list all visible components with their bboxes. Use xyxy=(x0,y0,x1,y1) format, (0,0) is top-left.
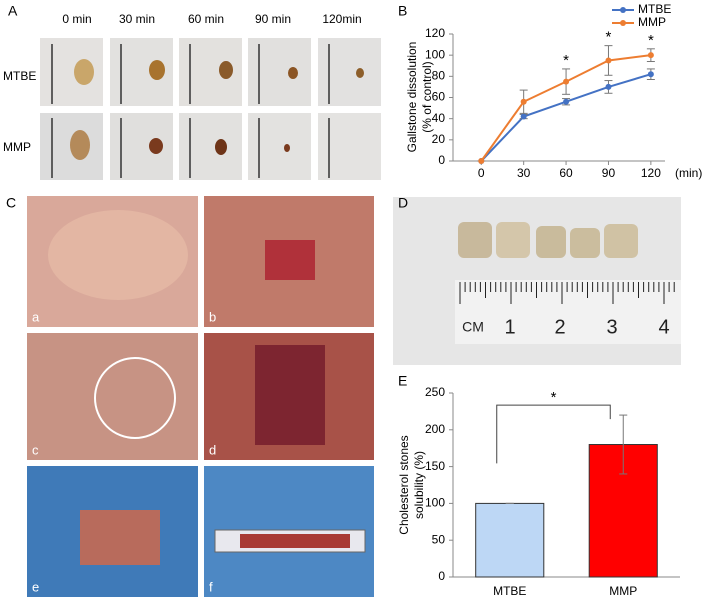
point xyxy=(605,57,612,64)
point xyxy=(520,113,527,120)
y-tick-label: 200 xyxy=(425,422,445,436)
photo-label: d xyxy=(209,442,216,457)
y-tick-label: 50 xyxy=(432,532,446,546)
panel-label: C xyxy=(6,195,16,211)
column-label: 90 min xyxy=(255,12,291,26)
point xyxy=(563,98,570,105)
error-bar xyxy=(619,414,628,475)
y-axis-label: Gallstone dissolution xyxy=(405,42,419,153)
y-tick-label: 250 xyxy=(425,385,445,399)
point xyxy=(647,71,654,78)
point xyxy=(605,83,612,90)
x-tick-label: 90 xyxy=(602,166,616,180)
panel-a-photos xyxy=(40,38,381,180)
x-axis-label: (min) xyxy=(675,166,702,180)
legend-label: MTBE xyxy=(638,2,671,16)
x-tick-label: 0 xyxy=(478,166,485,180)
y-tick-label: 150 xyxy=(425,459,445,473)
row-label: MTBE xyxy=(3,69,36,83)
photo-label: f xyxy=(209,579,213,594)
panel-label: D xyxy=(398,195,408,211)
y-axis-label: Cholesterol stones xyxy=(397,435,411,534)
y-tick-label: 40 xyxy=(432,111,446,125)
legend-marker xyxy=(620,20,626,26)
y-tick-label: 100 xyxy=(425,47,445,61)
y-tick-label: 0 xyxy=(438,153,445,167)
y-axis-label: (% of control) xyxy=(420,61,434,132)
photo-label: a xyxy=(32,309,40,324)
legend-marker xyxy=(620,7,626,13)
row-label: MMP xyxy=(3,140,31,154)
panel-label: A xyxy=(8,3,18,19)
x-tick-label: 120 xyxy=(641,166,661,180)
bar xyxy=(475,502,545,578)
point xyxy=(520,98,527,105)
ruler-label: CM xyxy=(462,319,484,335)
y-tick-label: 100 xyxy=(425,496,445,510)
photo-label: b xyxy=(209,309,216,324)
ruler-label: 1 xyxy=(504,316,515,338)
ruler-label: 2 xyxy=(554,316,565,338)
panel-label: B xyxy=(398,3,407,19)
point xyxy=(647,52,654,59)
photo-label: e xyxy=(32,579,39,594)
annotation: * xyxy=(551,389,557,406)
column-label: 120min xyxy=(322,12,361,26)
annotation: * xyxy=(563,52,569,69)
column-label: 0 min xyxy=(62,12,91,26)
point xyxy=(478,158,485,164)
annotation: * xyxy=(648,32,654,49)
y-axis-label: solubility (%) xyxy=(412,451,426,519)
ruler-label: 4 xyxy=(658,316,669,338)
column-label: 60 min xyxy=(188,12,224,26)
y-tick-label: 80 xyxy=(432,69,446,83)
bracket xyxy=(496,404,611,464)
y-tick-label: 0 xyxy=(438,569,445,583)
x-tick-label: MTBE xyxy=(493,584,526,598)
y-tick-label: 120 xyxy=(425,26,445,40)
panel-d-photo xyxy=(393,197,681,365)
photo-label: c xyxy=(32,442,39,457)
panel-label: E xyxy=(398,373,407,389)
x-tick-label: MMP xyxy=(609,584,637,598)
ruler-label: 3 xyxy=(606,316,617,338)
x-tick-label: 30 xyxy=(517,166,531,180)
y-tick-label: 60 xyxy=(432,90,446,104)
point xyxy=(563,78,570,85)
panel-c-photos xyxy=(27,196,374,597)
legend-label: MMP xyxy=(638,15,666,29)
annotation: * xyxy=(606,29,612,46)
y-tick-label: 20 xyxy=(432,132,446,146)
x-tick-label: 60 xyxy=(559,166,573,180)
column-label: 30 min xyxy=(119,12,155,26)
